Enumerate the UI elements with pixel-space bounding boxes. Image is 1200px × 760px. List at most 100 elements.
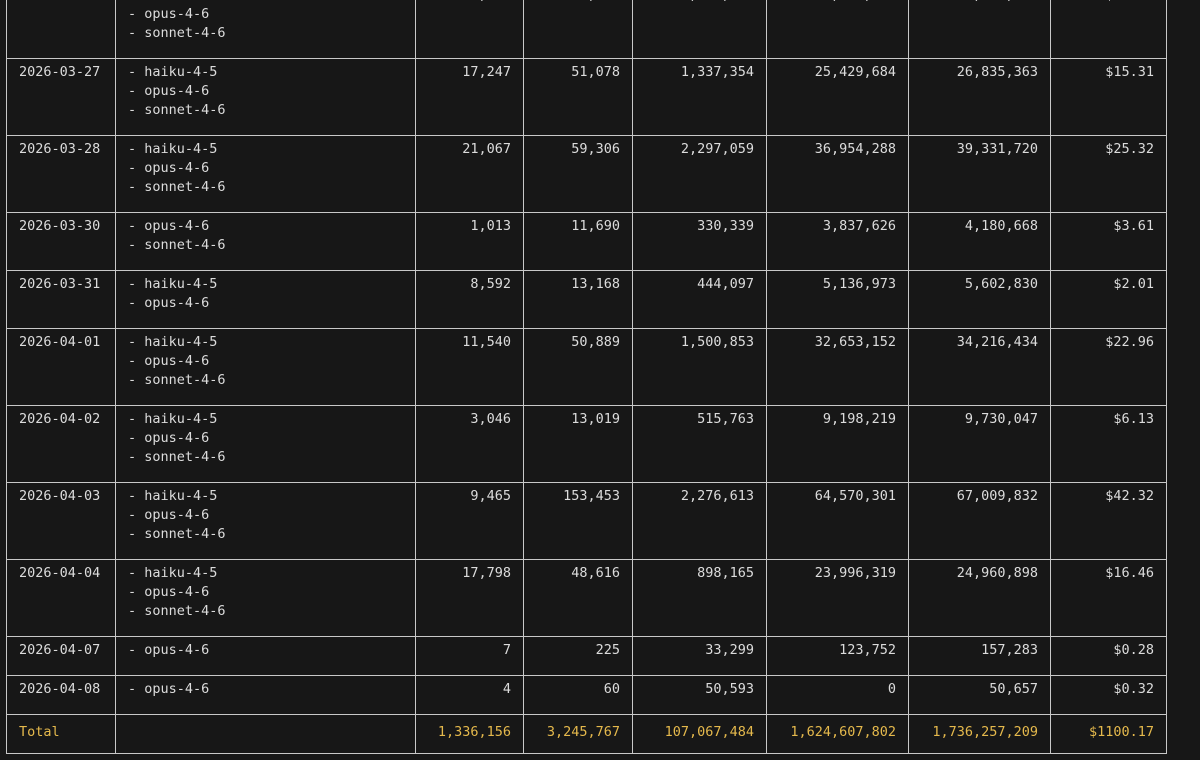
output-tokens-cell: 60: [523, 675, 633, 715]
cache-create-cell: 898,165: [632, 559, 767, 637]
output-tokens-cell: 98,521: [523, 0, 633, 59]
list-dash: -: [128, 160, 145, 176]
cache-create-cell: 444,097: [632, 270, 767, 329]
cost-cell: $25.32: [1050, 135, 1167, 213]
date-cell: 2026-03-27: [6, 58, 116, 136]
cost-cell: $22.96: [1050, 328, 1167, 406]
list-dash: -: [128, 83, 145, 99]
date-cell: 2026-04-03: [6, 482, 116, 560]
input-tokens-cell: 8,592: [415, 270, 524, 329]
model-list-item: - opus-4-6: [128, 294, 403, 313]
cost-cell: $16.46: [1050, 559, 1167, 637]
model-list-item: - haiku-4-5: [128, 140, 403, 159]
table-row: 2026-04-01- haiku-4-5- opus-4-6- sonnet-…: [6, 328, 1167, 406]
total-row: Total 1,336,156 3,245,767 107,067,484 1,…: [6, 714, 1167, 754]
model-name: opus-4-6: [144, 6, 210, 22]
table-row: 2026-03-31- haiku-4-5- opus-4-6 8,592 13,1…: [6, 270, 1167, 329]
model-name: haiku-4-5: [144, 334, 218, 350]
total-tokens-cell: 39,331,720: [908, 135, 1051, 213]
model-name: opus-4-6: [144, 681, 210, 697]
cache-read-cell: 9,198,219: [766, 405, 909, 483]
model-list-item: - opus-4-6: [128, 583, 403, 602]
model-list-item: - opus-4-6: [128, 82, 403, 101]
list-dash: -: [128, 372, 145, 388]
table-row: 2026-04-04- haiku-4-5- opus-4-6- sonnet-…: [6, 559, 1167, 637]
cost-cell: $15.31: [1050, 58, 1167, 136]
list-dash: -: [128, 64, 145, 80]
cache-create-cell: 2,297,059: [632, 135, 767, 213]
total-tokens-cell: 9,730,047: [908, 405, 1051, 483]
table-row: 2026-04-03- haiku-4-5- opus-4-6- sonnet-…: [6, 482, 1167, 560]
date-cell: 2026-03-30: [6, 212, 116, 271]
input-tokens-cell: 11,540: [415, 328, 524, 406]
date-cell: 2026-04-01: [6, 328, 116, 406]
model-name: sonnet-4-6: [144, 25, 226, 41]
total-tokens-cell: 62,209,596: [908, 0, 1051, 59]
models-cell: - haiku-4-5- opus-4-6: [115, 270, 416, 329]
table-row: 2026-03-26- haiku-4-5- opus-4-6- sonnet-…: [6, 0, 1167, 59]
model-list-item: - haiku-4-5: [128, 275, 403, 294]
total-tokens-cell: 5,602,830: [908, 270, 1051, 329]
usage-table-body: 2026-03-26- haiku-4-5- opus-4-6- sonnet-…: [6, 0, 1167, 754]
model-list-item: - sonnet-4-6: [128, 525, 403, 544]
cost-cell: $3.61: [1050, 212, 1167, 271]
input-tokens-cell: 17,798: [415, 559, 524, 637]
input-tokens-cell: 21,067: [415, 135, 524, 213]
list-dash: -: [128, 141, 145, 157]
cache-read-cell: 5,136,973: [766, 270, 909, 329]
model-name: opus-4-6: [144, 430, 210, 446]
list-dash: -: [128, 6, 145, 22]
total-tokens-cell: 50,657: [908, 675, 1051, 715]
model-name: sonnet-4-6: [144, 237, 226, 253]
cache-create-cell: 33,299: [632, 636, 767, 676]
table-row: 2026-04-08- opus-4-6 4 60 50,593 0 50,657 $0.3…: [6, 675, 1167, 715]
model-list-item: - opus-4-6: [128, 506, 403, 525]
date-cell: 2026-03-28: [6, 135, 116, 213]
input-tokens-cell: 4: [415, 675, 524, 715]
models-cell: - haiku-4-5- opus-4-6- sonnet-4-6: [115, 559, 416, 637]
model-list-item: - sonnet-4-6: [128, 101, 403, 120]
cache-create-cell: 2,904,369: [632, 0, 767, 59]
list-dash: -: [128, 507, 145, 523]
list-dash: -: [128, 334, 145, 350]
model-list-item: - sonnet-4-6: [128, 236, 403, 255]
list-dash: -: [128, 353, 145, 369]
model-list-item: - opus-4-6: [128, 680, 403, 699]
list-dash: -: [128, 295, 145, 311]
list-dash: -: [128, 449, 145, 465]
list-dash: -: [128, 0, 144, 3]
cost-cell: $0.32: [1050, 675, 1167, 715]
model-name: haiku-4-5: [144, 276, 218, 292]
output-tokens-cell: 50,889: [523, 328, 633, 406]
model-name: opus-4-6: [144, 642, 210, 658]
date-cell: 2026-04-07: [6, 636, 116, 676]
list-dash: -: [128, 488, 145, 504]
model-name: sonnet-4-6: [144, 603, 226, 619]
model-list-item: - haiku-4-5: [128, 564, 403, 583]
list-dash: -: [128, 430, 145, 446]
output-tokens-cell: 48,616: [523, 559, 633, 637]
model-name: haiku-4-5: [144, 141, 218, 157]
cache-create-cell: 330,339: [632, 212, 767, 271]
model-list-item: - opus-4-6: [128, 429, 403, 448]
models-cell: - opus-4-6: [115, 636, 416, 676]
table-row: 2026-03-27- haiku-4-5- opus-4-6- sonnet-…: [6, 58, 1167, 136]
cache-create-cell: 1,337,354: [632, 58, 767, 136]
cache-read-cell: 25,429,684: [766, 58, 909, 136]
models-cell: - haiku-4-5- opus-4-6- sonnet-4-6: [115, 0, 416, 59]
list-dash: -: [128, 179, 145, 195]
date-cell: 2026-04-04: [6, 559, 116, 637]
list-dash: -: [128, 584, 145, 600]
model-name: sonnet-4-6: [144, 179, 226, 195]
list-dash: -: [128, 642, 145, 658]
models-cell: - opus-4-6- sonnet-4-6: [115, 212, 416, 271]
list-dash: -: [128, 218, 145, 234]
output-tokens-cell: 13,168: [523, 270, 633, 329]
model-name: opus-4-6: [144, 353, 210, 369]
models-cell: - haiku-4-5- opus-4-6- sonnet-4-6: [115, 328, 416, 406]
cache-create-cell: 1,500,853: [632, 328, 767, 406]
models-cell: - haiku-4-5- opus-4-6- sonnet-4-6: [115, 482, 416, 560]
table-row: 2026-04-02- haiku-4-5- opus-4-6- sonnet-…: [6, 405, 1167, 483]
cache-read-cell: 23,996,319: [766, 559, 909, 637]
model-list-item: - sonnet-4-6: [128, 602, 403, 621]
